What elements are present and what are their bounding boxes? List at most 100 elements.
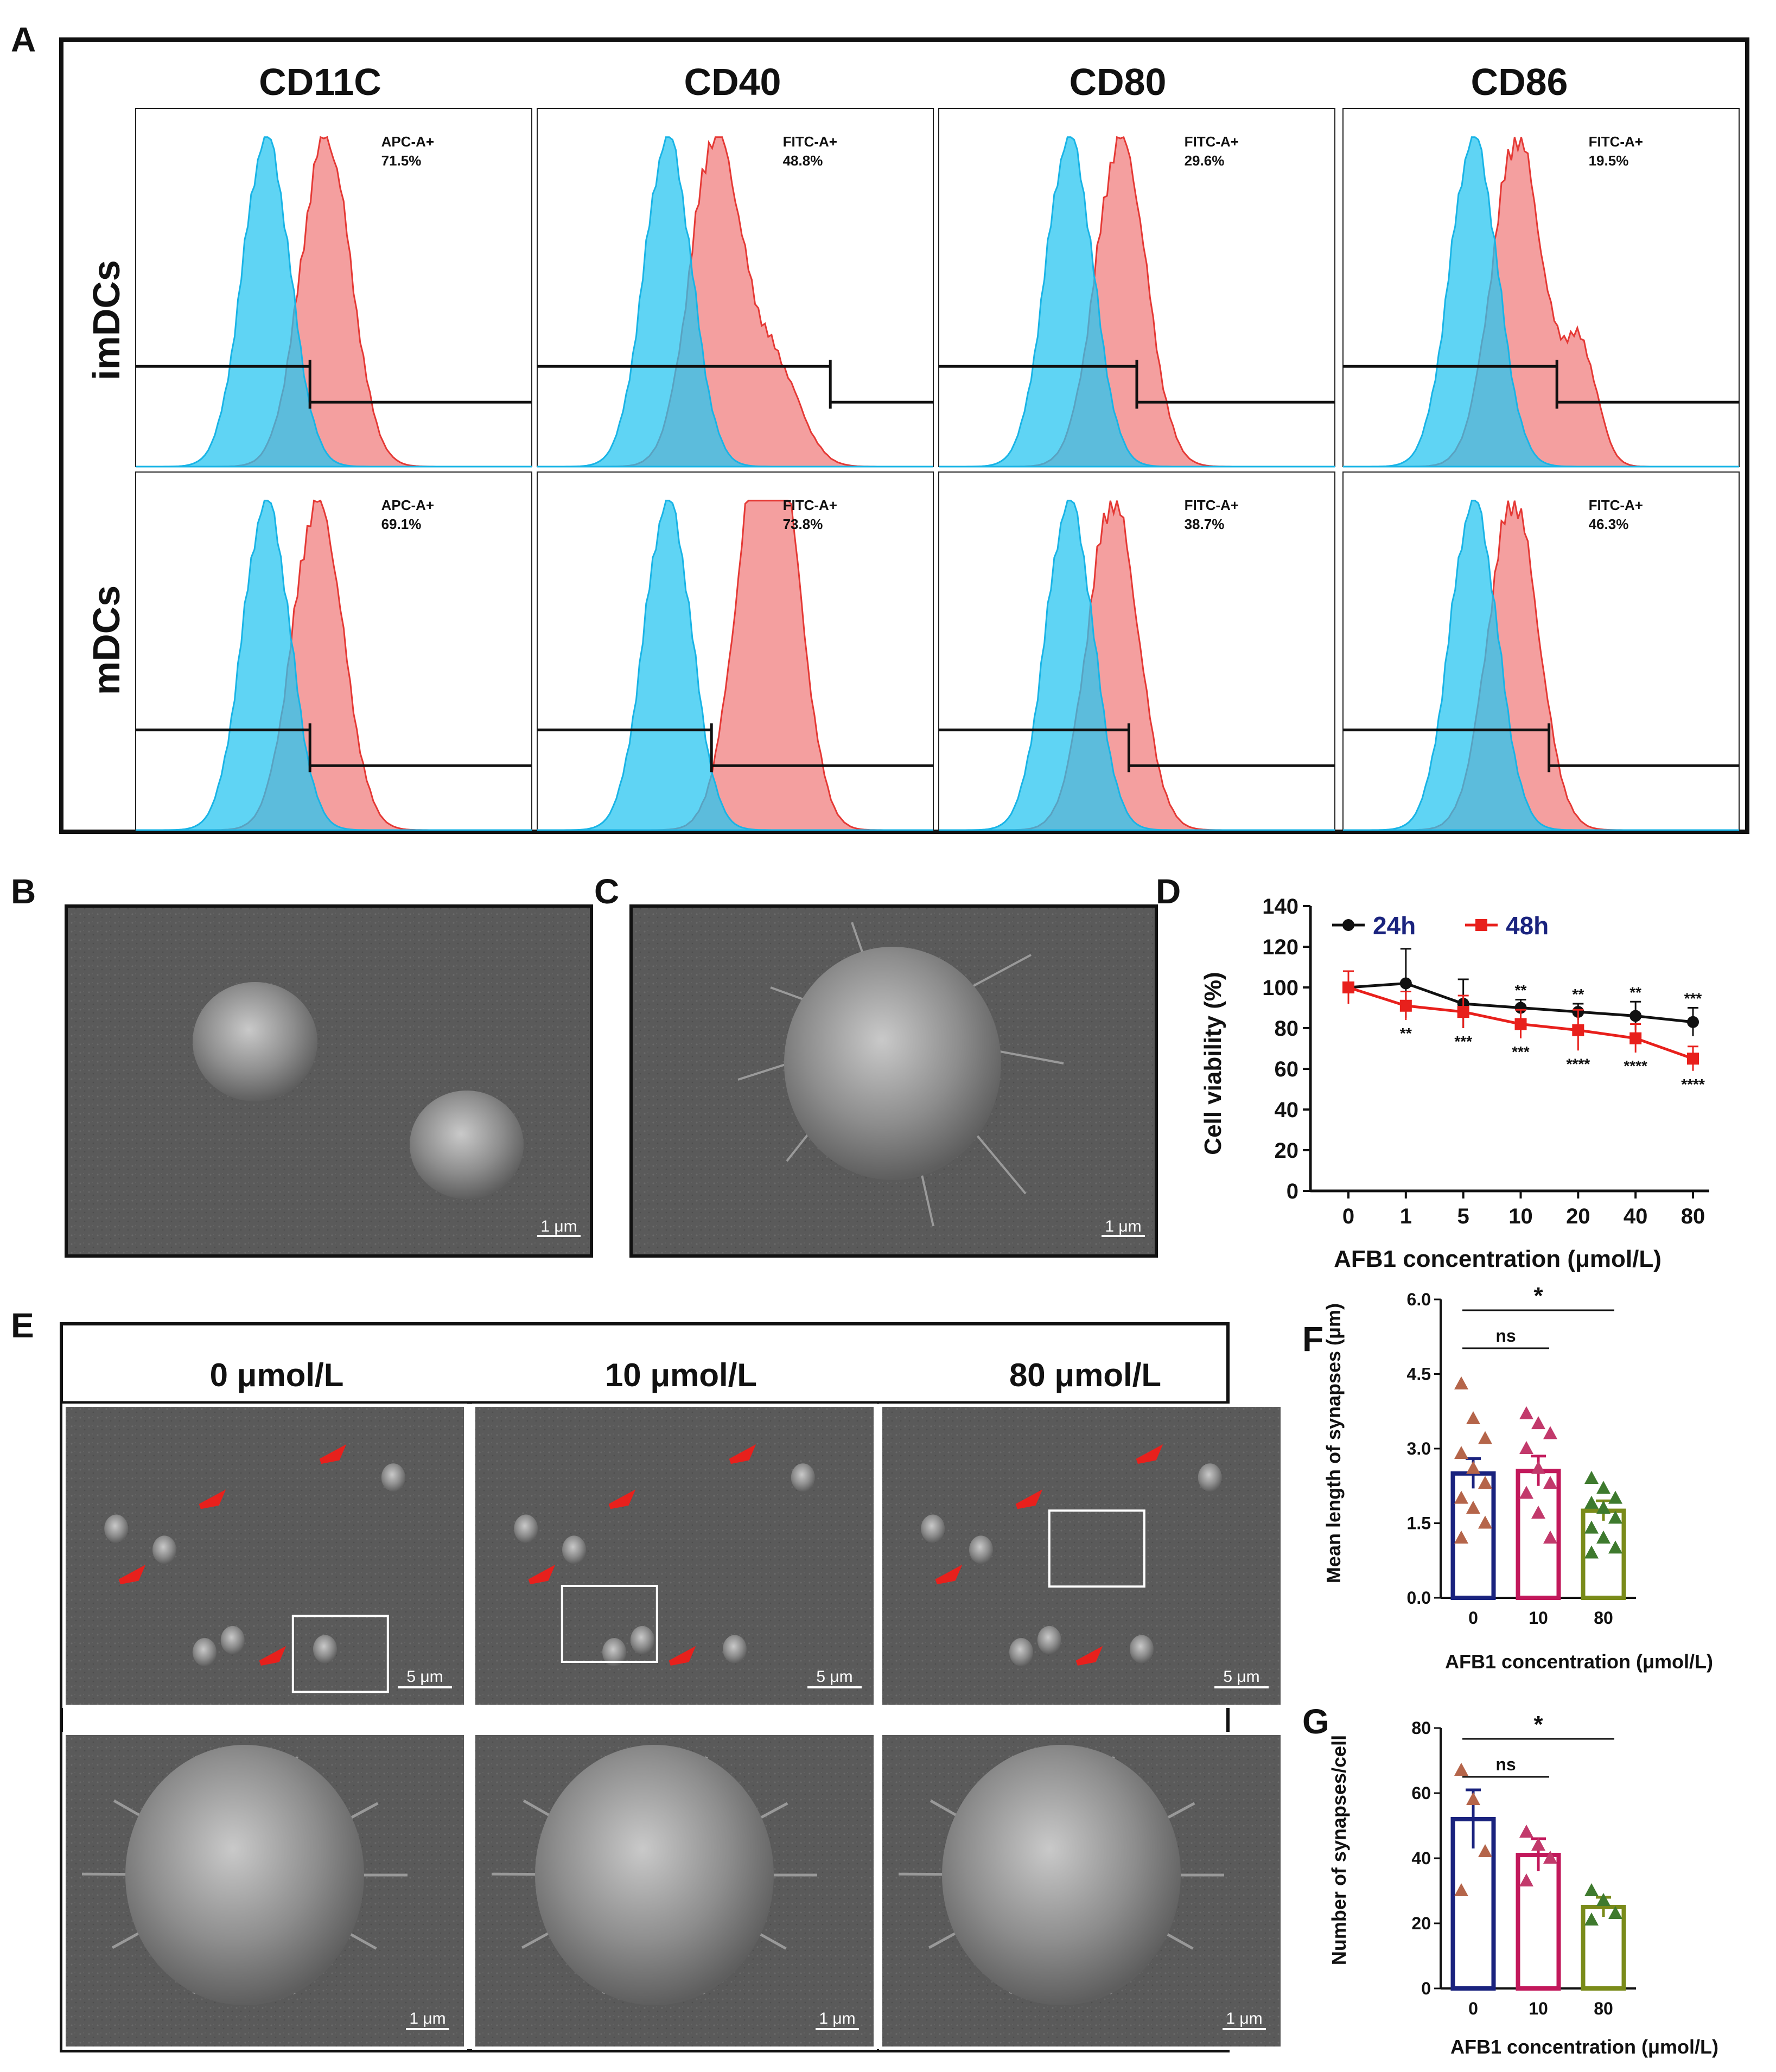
y-tick-label: 120 [1262, 935, 1298, 959]
data-point [1454, 1490, 1468, 1504]
significance: ** [1515, 982, 1527, 999]
cell [104, 1514, 129, 1543]
gate-percent: 69.1% [381, 516, 422, 532]
significance: ns [1495, 1326, 1516, 1346]
data-point [1608, 1510, 1622, 1524]
data-point [1531, 1506, 1545, 1519]
cell [152, 1535, 176, 1564]
cell [1130, 1635, 1154, 1663]
x-axis-label: AFB1 concentration (μmol/L) [1450, 2036, 1718, 2058]
cell [193, 1638, 217, 1667]
cell [193, 982, 317, 1101]
y-tick-label: 20 [1275, 1139, 1299, 1163]
chart-g: Number of synapses/cell AFB1 concentrati… [1328, 1711, 1718, 2058]
sem-image-c: 1 μm [629, 904, 1158, 1258]
x-tick-label: 10 [1529, 1999, 1548, 2018]
significance: ns [1495, 1755, 1516, 1774]
significance: *** [1512, 1043, 1530, 1060]
x-tick-label: 80 [1681, 1204, 1705, 1228]
control-histogram [939, 136, 1335, 468]
data-point [1584, 1545, 1599, 1559]
flow-histograms: APC-A+ 71.5% FITC-A+ 48.8% FITC-A+ 29.6% FITC-… [135, 108, 1740, 831]
arrow-icon [669, 1646, 696, 1666]
scale-bar-label: 1 μm [540, 1217, 577, 1235]
cell [381, 1463, 405, 1492]
panel-label-g: G [1302, 1702, 1329, 1741]
x-tick-label: 0 [1468, 1608, 1478, 1628]
data-point [1608, 1490, 1622, 1504]
cell [723, 1635, 747, 1663]
y-axis-label: Cell viability (%) [1200, 972, 1226, 1155]
marker-cd11c: CD11C [259, 61, 381, 103]
data-point [1584, 1495, 1599, 1509]
data-point [1514, 1002, 1527, 1014]
significance: **** [1567, 1055, 1590, 1072]
data-point [1596, 1501, 1611, 1514]
arrow-icon [935, 1565, 963, 1585]
y-axis-label: Number of synapses/cell [1328, 1735, 1350, 1965]
sem-image [879, 1404, 1284, 1708]
data-point [1596, 1893, 1611, 1906]
y-tick-label: 4.5 [1407, 1365, 1431, 1384]
arrow-icon [1136, 1444, 1163, 1464]
data-point [1514, 1018, 1527, 1030]
gate-percent: 71.5% [381, 152, 422, 169]
control-histogram [537, 136, 933, 468]
data-point [1584, 1883, 1599, 1896]
y-tick-label: 40 [1411, 1848, 1431, 1868]
sem-grid-e: 5 μm 5 μm 5 μm 1 μm 1 μm 1 μm [62, 1404, 1284, 2050]
data-point [1466, 1461, 1480, 1474]
data-point [1454, 1446, 1468, 1459]
control-histogram [939, 500, 1335, 831]
significance: **** [1681, 1076, 1705, 1093]
control-histogram [136, 500, 532, 831]
gate-name: FITC-A+ [783, 497, 837, 513]
panel-label-c: C [594, 872, 619, 911]
data-point [1454, 1883, 1468, 1896]
gate-name: FITC-A+ [1185, 497, 1239, 513]
data-point [1519, 1441, 1533, 1454]
y-tick-label: 140 [1262, 895, 1298, 919]
cell [410, 1091, 524, 1199]
significance: ** [1572, 986, 1584, 1003]
x-tick-label: 0 [1468, 1999, 1478, 2018]
scale-bar-label: 5 μm [816, 1668, 852, 1686]
y-tick-label: 0 [1287, 1180, 1298, 1203]
panel-label-e: E [11, 1306, 34, 1345]
data-point [1519, 1873, 1533, 1886]
significance: * [1533, 1283, 1543, 1309]
panel-a-frame [59, 37, 1749, 834]
data-point [1466, 1411, 1480, 1424]
data-point [1629, 1010, 1642, 1022]
sem-image [62, 1404, 467, 1708]
y-tick-label: 20 [1411, 1914, 1431, 1933]
arrow-icon [319, 1444, 347, 1464]
cell [313, 1635, 337, 1663]
significance: ** [1400, 1025, 1412, 1042]
bar [1516, 1853, 1561, 1991]
data-point [1608, 1906, 1622, 1919]
zoom-box [291, 1615, 389, 1693]
scale-bar-label: 1 μm [1226, 2010, 1262, 2028]
y-tick-label: 80 [1411, 1718, 1431, 1738]
significance: *** [1454, 1033, 1472, 1050]
x-tick-label: 5 [1457, 1204, 1469, 1228]
zoom-box [1048, 1509, 1145, 1588]
y-tick-label: 3.0 [1407, 1439, 1431, 1458]
cell [514, 1514, 538, 1543]
control-histogram [537, 500, 933, 831]
scale-bar-label: 1 μm [409, 2010, 445, 2028]
scale-bar-label: 1 μm [1105, 1217, 1141, 1235]
row-mdcs: mDCs [85, 585, 128, 695]
data-point [1399, 977, 1412, 990]
chart-f: Mean length of synapses (μm) AFB1 concen… [1322, 1283, 1713, 1673]
y-tick-label: 40 [1275, 1098, 1299, 1122]
significance: ** [1629, 984, 1641, 1000]
data-point [1584, 1912, 1599, 1926]
x-axis-label: AFB1 concentration (μmol/L) [1334, 1246, 1662, 1272]
data-point [1608, 1540, 1622, 1554]
data-point [1629, 1032, 1642, 1044]
data-point [1531, 1838, 1545, 1851]
y-tick-label: 80 [1275, 1017, 1299, 1041]
gate-name: FITC-A+ [783, 133, 837, 150]
